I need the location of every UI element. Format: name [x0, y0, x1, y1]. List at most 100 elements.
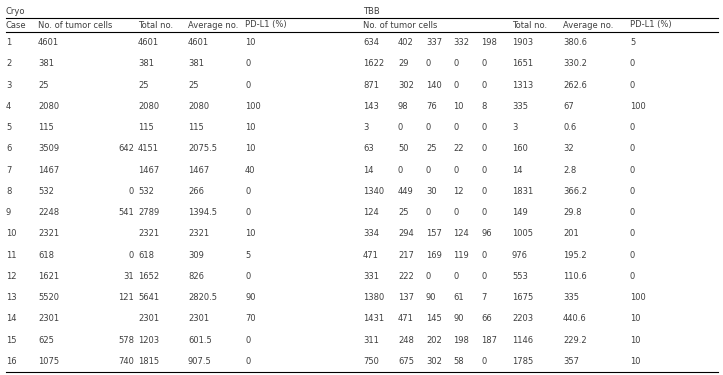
Text: Average no.: Average no. — [188, 21, 239, 30]
Text: 0: 0 — [398, 123, 403, 132]
Text: 119: 119 — [453, 251, 469, 260]
Text: TBB: TBB — [363, 8, 380, 16]
Text: 29.8: 29.8 — [563, 208, 581, 217]
Text: 8: 8 — [6, 187, 12, 196]
Text: 0: 0 — [453, 272, 458, 281]
Text: 229.2: 229.2 — [563, 336, 586, 345]
Text: 50: 50 — [398, 144, 408, 153]
Text: 625: 625 — [38, 336, 54, 345]
Text: 381: 381 — [138, 59, 154, 68]
Text: 58: 58 — [453, 357, 463, 366]
Text: 0: 0 — [481, 59, 487, 68]
Text: 115: 115 — [38, 123, 54, 132]
Text: 335: 335 — [512, 102, 528, 111]
Text: 0: 0 — [453, 208, 458, 217]
Text: 1431: 1431 — [363, 314, 384, 323]
Text: 381: 381 — [38, 59, 54, 68]
Text: 642: 642 — [118, 144, 134, 153]
Text: 0: 0 — [426, 208, 431, 217]
Text: 4151: 4151 — [138, 144, 159, 153]
Text: 3: 3 — [363, 123, 369, 132]
Text: 1203: 1203 — [138, 336, 159, 345]
Text: 7: 7 — [481, 293, 487, 302]
Text: 357: 357 — [563, 357, 579, 366]
Text: 331: 331 — [363, 272, 379, 281]
Text: 143: 143 — [363, 102, 379, 111]
Text: Cryo: Cryo — [6, 8, 25, 16]
Text: 169: 169 — [426, 251, 442, 260]
Text: 149: 149 — [512, 208, 528, 217]
Text: 2820.5: 2820.5 — [188, 293, 217, 302]
Text: 100: 100 — [630, 102, 646, 111]
Text: 14: 14 — [6, 314, 17, 323]
Text: 1651: 1651 — [512, 59, 533, 68]
Text: 0: 0 — [630, 81, 636, 90]
Text: 12: 12 — [6, 272, 17, 281]
Text: 532: 532 — [38, 187, 54, 196]
Text: 195.2: 195.2 — [563, 251, 586, 260]
Text: 0: 0 — [245, 59, 250, 68]
Text: 100: 100 — [245, 102, 261, 111]
Text: 0: 0 — [426, 59, 431, 68]
Text: 98: 98 — [398, 102, 408, 111]
Text: 0: 0 — [630, 144, 636, 153]
Text: No. of tumor cells: No. of tumor cells — [363, 21, 437, 30]
Text: 0: 0 — [630, 59, 636, 68]
Text: 76: 76 — [426, 102, 437, 111]
Text: 1467: 1467 — [138, 166, 159, 175]
Text: 907.5: 907.5 — [188, 357, 212, 366]
Text: 110.6: 110.6 — [563, 272, 587, 281]
Text: 0: 0 — [245, 272, 250, 281]
Text: Total no.: Total no. — [512, 21, 547, 30]
Text: 1621: 1621 — [38, 272, 59, 281]
Text: 4: 4 — [6, 102, 12, 111]
Text: 31: 31 — [124, 272, 134, 281]
Text: 32: 32 — [563, 144, 573, 153]
Text: 5: 5 — [245, 251, 250, 260]
Text: 0: 0 — [630, 251, 636, 260]
Text: 1380: 1380 — [363, 293, 384, 302]
Text: 2301: 2301 — [138, 314, 159, 323]
Text: 0: 0 — [630, 272, 636, 281]
Text: 634: 634 — [363, 38, 379, 47]
Text: 2248: 2248 — [38, 208, 59, 217]
Text: 2321: 2321 — [138, 230, 159, 238]
Text: 5: 5 — [6, 123, 12, 132]
Text: 2.8: 2.8 — [563, 166, 576, 175]
Text: 381: 381 — [188, 59, 204, 68]
Text: 222: 222 — [398, 272, 414, 281]
Text: 1005: 1005 — [512, 230, 533, 238]
Text: 2: 2 — [6, 59, 12, 68]
Text: 14: 14 — [512, 166, 523, 175]
Text: 115: 115 — [188, 123, 204, 132]
Text: 70: 70 — [245, 314, 256, 323]
Text: 2301: 2301 — [38, 314, 59, 323]
Text: 4601: 4601 — [138, 38, 159, 47]
Text: 2789: 2789 — [138, 208, 159, 217]
Text: 3: 3 — [512, 123, 518, 132]
Text: 10: 10 — [453, 102, 463, 111]
Text: 0: 0 — [630, 187, 636, 196]
Text: 601.5: 601.5 — [188, 336, 212, 345]
Text: 740: 740 — [118, 357, 134, 366]
Text: 0: 0 — [630, 123, 636, 132]
Text: 3: 3 — [6, 81, 12, 90]
Text: 4601: 4601 — [38, 38, 59, 47]
Text: 1815: 1815 — [138, 357, 159, 366]
Text: 1075: 1075 — [38, 357, 59, 366]
Text: 1: 1 — [6, 38, 12, 47]
Text: 366.2: 366.2 — [563, 187, 587, 196]
Text: 0: 0 — [129, 251, 134, 260]
Text: 337: 337 — [426, 38, 442, 47]
Text: 10: 10 — [245, 230, 255, 238]
Text: 201: 201 — [563, 230, 578, 238]
Text: 0: 0 — [245, 336, 250, 345]
Text: 22: 22 — [453, 144, 463, 153]
Text: 121: 121 — [119, 293, 134, 302]
Text: 1394.5: 1394.5 — [188, 208, 217, 217]
Text: 10: 10 — [6, 230, 17, 238]
Text: 115: 115 — [138, 123, 154, 132]
Text: 90: 90 — [453, 314, 463, 323]
Text: 4601: 4601 — [188, 38, 209, 47]
Text: 10: 10 — [630, 336, 641, 345]
